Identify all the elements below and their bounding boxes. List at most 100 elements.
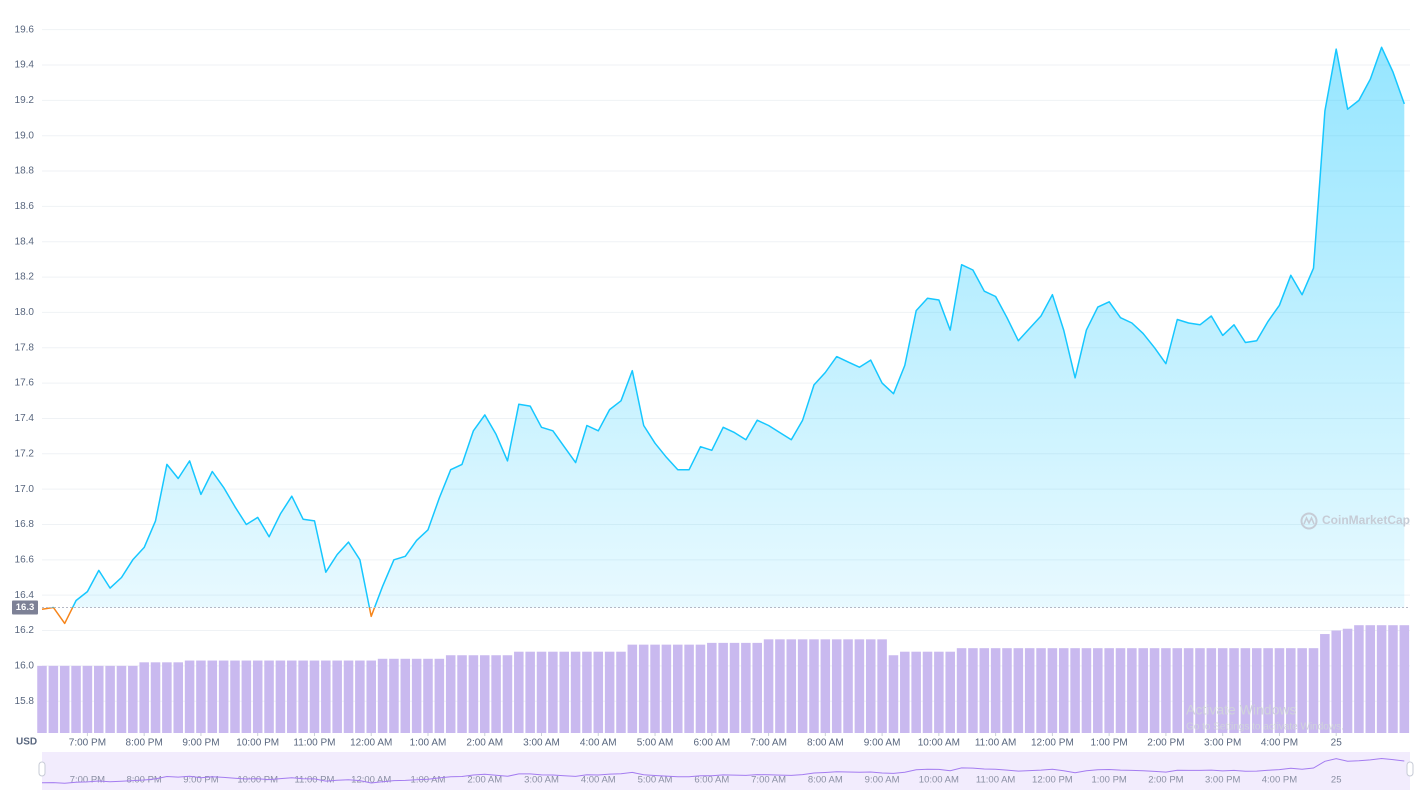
x-tick-label: 4:00 AM: [580, 738, 617, 749]
volume-bar: [1399, 625, 1410, 733]
y-tick-label: 16.2: [15, 625, 35, 636]
x-tick-label: 12:00 AM: [350, 738, 392, 749]
volume-bar: [990, 648, 1001, 733]
y-tick-label: 18.0: [15, 307, 35, 318]
y-tick-label: 19.4: [15, 60, 35, 71]
price-line: [48, 46, 1406, 608]
navigator-tick-label: 12:00 AM: [351, 775, 391, 786]
volume-bar: [1172, 648, 1183, 733]
x-tick-label: 11:00 PM: [293, 738, 335, 749]
volume-bar: [309, 660, 320, 733]
volume-bar: [252, 660, 263, 733]
volume-bar: [445, 655, 456, 733]
volume-bar: [661, 644, 672, 733]
volume-bar: [468, 655, 479, 733]
volume-bar: [389, 658, 399, 733]
volume-bar: [945, 651, 955, 733]
volume-bar: [1081, 648, 1092, 733]
y-tick-label: 16.8: [15, 519, 35, 530]
volume-bar: [1365, 625, 1376, 733]
price-area: [53, 47, 1405, 608]
y-tick-label: 16.6: [15, 554, 35, 565]
navigator-tick-label: 10:00 AM: [919, 775, 959, 786]
y-tick-label: 19.6: [15, 24, 35, 35]
volume-bar: [865, 639, 876, 733]
volume-bar: [1297, 648, 1307, 733]
x-tick-label: 8:00 AM: [807, 738, 844, 749]
volume-bar: [1138, 648, 1148, 733]
volume-bar: [298, 660, 308, 733]
x-tick-label: 4:00 PM: [1261, 738, 1298, 749]
volume-bar: [207, 660, 218, 733]
volume-bar: [1002, 648, 1012, 733]
volume-bar: [979, 648, 990, 733]
volume-bar: [502, 655, 513, 733]
volume-bar: [548, 651, 558, 733]
volume-bar: [854, 639, 865, 733]
x-tick-label: 3:00 AM: [523, 738, 560, 749]
volume-bar: [1036, 648, 1046, 733]
reference-label-box: [12, 600, 38, 615]
x-tick-label: 1:00 AM: [410, 738, 447, 749]
volume-bar: [934, 651, 944, 733]
volume-bar: [275, 660, 286, 733]
x-tick-label: 2:00 PM: [1147, 738, 1184, 749]
volume-bar: [59, 665, 70, 733]
watermark: CoinMarketCap: [1322, 513, 1410, 527]
volume-bar: [888, 655, 899, 733]
volume-bar: [1263, 648, 1273, 733]
volume-bar: [128, 665, 138, 733]
y-tick-label: 15.8: [15, 696, 35, 707]
x-tick-label: 7:00 AM: [750, 738, 787, 749]
y-tick-label: 17.6: [15, 378, 35, 389]
overlay-title: Activate Windows: [1186, 702, 1296, 718]
volume-bar: [162, 662, 172, 733]
volume-bar: [775, 639, 785, 733]
volume-bar: [820, 639, 831, 733]
volume-bar: [752, 642, 762, 733]
volume-bar: [400, 658, 411, 733]
volume-bar: [116, 665, 127, 733]
volume-bar: [411, 658, 422, 733]
volume-bar: [1229, 648, 1239, 733]
volume-bar: [604, 651, 615, 733]
volume-bar: [321, 660, 331, 733]
y-tick-label: 18.2: [15, 272, 35, 283]
volume-bar: [1274, 648, 1285, 733]
navigator-tick-label: 1:00 PM: [1091, 775, 1126, 786]
navigator-handle: [1406, 761, 1414, 777]
volume-bar: [831, 639, 842, 733]
x-tick-label: 8:00 PM: [126, 738, 163, 749]
grid: [42, 29, 1410, 702]
navigator-tick-label: 6:00 AM: [694, 775, 729, 786]
volume-bar: [786, 639, 797, 733]
volume-bar: [48, 665, 59, 733]
volume-bar: [139, 662, 149, 733]
volume-bar: [1149, 648, 1160, 733]
volume-bar: [684, 644, 694, 733]
volume-bar: [877, 639, 887, 733]
volume-bar: [650, 644, 660, 733]
x-tick-label: 3:00 PM: [1204, 738, 1241, 749]
volume-bar: [1240, 648, 1251, 733]
y-tick-label: 16.4: [15, 590, 35, 601]
y-tick-label: 17.4: [15, 413, 35, 424]
volume-bar: [184, 660, 195, 733]
volume-bar: [968, 648, 978, 733]
volume-bar: [196, 660, 206, 733]
volume-bar: [514, 651, 524, 733]
navigator-handle: [38, 761, 46, 777]
volume-bar: [729, 642, 740, 733]
navigator-tick-label: 11:00 AM: [976, 775, 1016, 786]
navigator-tick-label: 7:00 AM: [751, 775, 786, 786]
navigator-tick-label: 12:00 PM: [1032, 775, 1073, 786]
volume-bar: [343, 660, 354, 733]
volume-bar: [230, 660, 240, 733]
volume-bar: [355, 660, 365, 733]
volume-bar: [1058, 648, 1069, 733]
navigator-tick-label: 10:00 PM: [237, 775, 278, 786]
volume-bar: [1320, 634, 1330, 733]
volume-bar: [718, 642, 728, 733]
